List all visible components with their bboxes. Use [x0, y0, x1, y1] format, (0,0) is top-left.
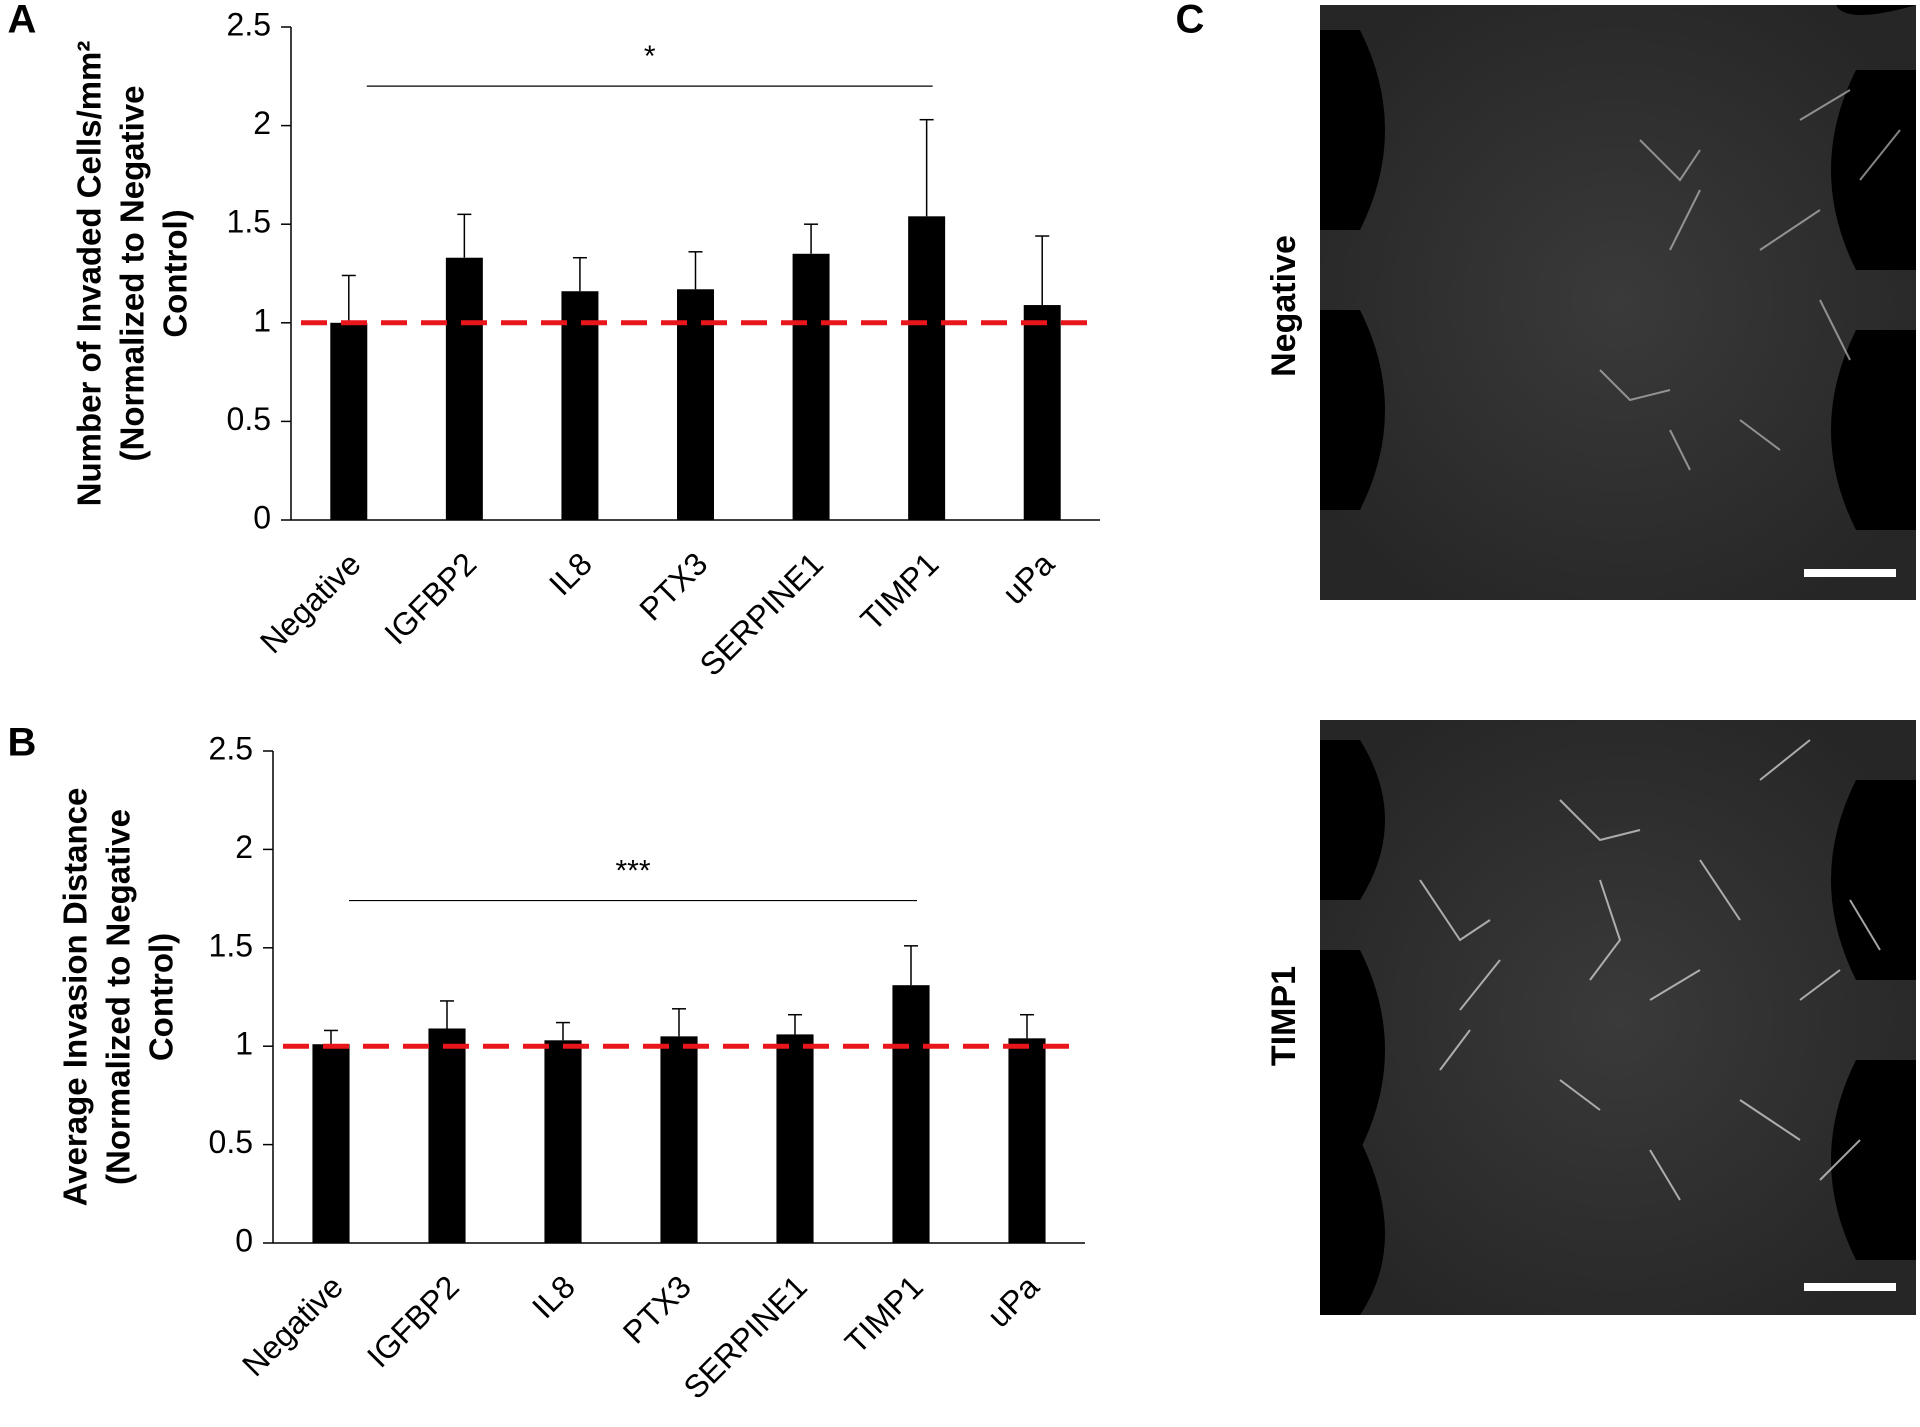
x-tick-label: SERPINE1 [693, 545, 830, 682]
error-bar [457, 213, 472, 258]
y-axis-title: Average Invasion Distance [57, 788, 94, 1207]
bar [660, 1036, 698, 1243]
x-tick-label: IL8 [542, 545, 599, 602]
x-tick-label: TIMP1 [838, 1268, 930, 1360]
y-axis-title: (Normalized to Negative [100, 809, 137, 1185]
micrograph-timp1 [1320, 720, 1916, 1315]
bar [561, 291, 599, 520]
y-axis-title: Control) [157, 209, 194, 337]
x-tick-label: Negative [235, 1268, 350, 1383]
bar [776, 1034, 814, 1243]
bar [1023, 305, 1061, 520]
x-tick-label: IL8 [525, 1268, 582, 1325]
error-bar [440, 1000, 454, 1029]
y-axis-title: Number of Invaded Cells/mm² [71, 41, 108, 507]
bar [312, 1044, 350, 1243]
bar [908, 216, 946, 520]
error-bar [572, 256, 587, 292]
error-bar [1035, 235, 1050, 306]
x-tick-label: PTX3 [616, 1268, 698, 1350]
x-tick-label: IGFBP2 [377, 545, 483, 651]
y-tick-label: 0.5 [209, 1124, 253, 1160]
error-bar [672, 1008, 686, 1037]
bar [428, 1028, 466, 1243]
y-axis-title: (Normalized to Negative [114, 86, 151, 462]
y-tick-label: 0.5 [227, 401, 271, 437]
error-bar [341, 274, 356, 323]
x-tick-label: IGFBP2 [360, 1268, 466, 1374]
bar [1008, 1038, 1046, 1243]
error-bar [919, 118, 934, 217]
error-bar [788, 1013, 802, 1035]
x-tick-label: TIMP1 [853, 545, 945, 637]
x-tick-label: Negative [253, 545, 368, 660]
bar [892, 985, 930, 1243]
y-tick-label: 1.5 [209, 927, 253, 963]
image-label: TIMP1 [1265, 966, 1303, 1066]
panel-label: C [1176, 0, 1205, 42]
bar [330, 322, 368, 520]
y-axis-title: Control) [143, 933, 180, 1061]
image-label: Negative [1265, 235, 1303, 377]
y-tick-label: 1 [235, 1026, 253, 1062]
y-tick-label: 2 [235, 829, 253, 865]
significance-label: * [644, 40, 656, 73]
y-tick-label: 1.5 [227, 204, 271, 240]
error-bar [1020, 1013, 1034, 1039]
y-tick-label: 2.5 [209, 730, 253, 766]
y-tick-label: 2 [253, 105, 271, 141]
panel-label: A [8, 0, 37, 42]
error-bar [688, 251, 703, 290]
bar [792, 253, 830, 520]
bar [544, 1040, 582, 1243]
error-bar [324, 1029, 338, 1045]
significance-label: *** [615, 854, 650, 887]
y-tick-label: 0 [253, 499, 271, 535]
panel-label: B [8, 721, 37, 765]
error-bar [804, 223, 819, 254]
bar [445, 257, 483, 520]
error-bar [904, 945, 918, 986]
x-tick-label: PTX3 [632, 545, 714, 627]
x-tick-label: uPa [980, 1268, 1046, 1334]
y-tick-label: 1 [253, 302, 271, 338]
micrograph-negative [1320, 5, 1916, 600]
x-tick-label: uPa [995, 545, 1061, 611]
x-tick-label: SERPINE1 [677, 1268, 814, 1405]
error-bar [556, 1021, 570, 1041]
bar [677, 289, 714, 520]
y-tick-label: 0 [235, 1222, 253, 1258]
y-tick-label: 2.5 [227, 6, 271, 42]
